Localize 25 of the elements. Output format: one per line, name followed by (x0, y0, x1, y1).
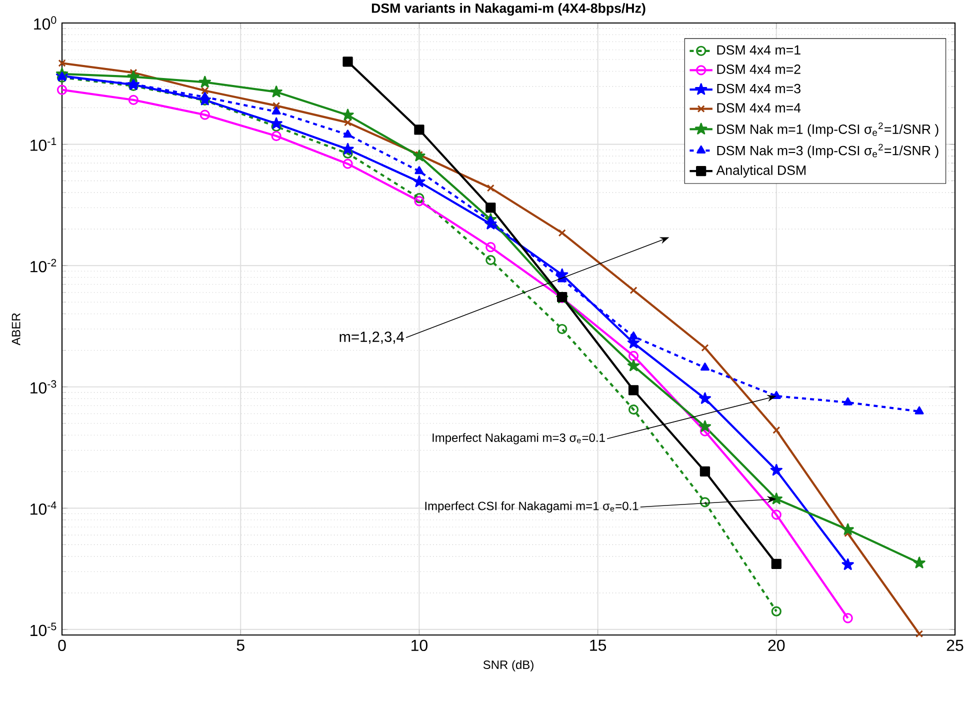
x-tick-label: 25 (946, 640, 964, 652)
y-tick-label: 10$^{-5}$ (30, 622, 56, 636)
legend-label: DSM 4x4 m=1 (717, 45, 800, 55)
legend-label: DSM Nak m=3 (Imp-CSI σ$_{e}$$^{2}$=1/SNR ) (717, 144, 938, 158)
x-tick-label: 15 (590, 640, 606, 651)
annotation: Imperfect CSI for Nakagami m=1 σ$_{e}$=0.1 (425, 501, 638, 513)
y-tick-label: 10$^{-2}$ (30, 258, 56, 272)
annotation: m=1,2,3,4 (340, 332, 404, 344)
x-axis-title: SNR (dB) (483, 660, 534, 672)
y-tick-label: 10$^{-3}$ (30, 380, 56, 394)
annotation: Imperfect Nakagami m=3 σ$_{e}$=0.1 (432, 433, 605, 444)
y-tick-label: 10$^{-1}$ (30, 138, 56, 151)
legend-label: DSM Nak m=1 (Imp-CSI σ$_{e}$$^{2}$=1/SNR ) (717, 122, 938, 137)
legend-label: DSM 4x4 m=4 (717, 103, 801, 113)
y-tick-label: 10$^{0}$ (34, 16, 56, 30)
x-tick-label: 10 (412, 640, 428, 652)
chart-title: DSM variants in Nakagami-m (4X4-8bps/Hz) (372, 3, 646, 16)
x-tick-label: 0 (58, 640, 66, 652)
x-tick-label: 5 (236, 640, 244, 651)
y-tick-label: 10$^{-4}$ (30, 502, 56, 515)
x-tick-label: 20 (768, 640, 785, 652)
legend-label: Analytical DSM (716, 165, 806, 178)
legend-label: DSM 4x4 m=2 (717, 64, 800, 74)
legend-label: DSM 4x4 m=3 (717, 84, 800, 94)
y-axis-title: ABER (12, 313, 20, 346)
